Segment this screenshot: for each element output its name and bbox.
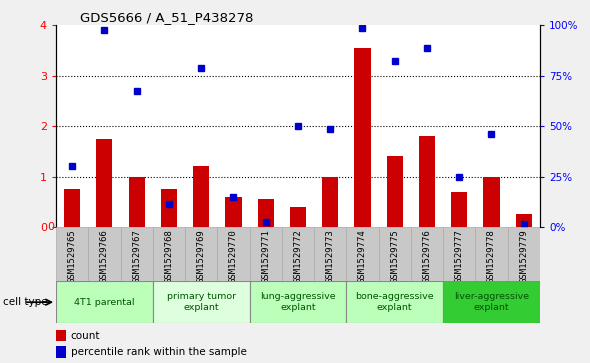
Bar (411, 227, 443, 281)
Text: GDS5666 / A_51_P438278: GDS5666 / A_51_P438278 (80, 11, 254, 24)
Bar (451, 192, 467, 227)
Bar (153, 227, 185, 281)
Bar (185, 227, 217, 281)
Bar (96, 139, 113, 227)
Bar (346, 281, 443, 323)
Bar (88, 227, 120, 281)
Text: GSM1529768: GSM1529768 (165, 230, 173, 284)
Bar (346, 227, 379, 281)
Text: GSM1529772: GSM1529772 (293, 230, 303, 284)
Bar (314, 227, 346, 281)
Text: count: count (71, 331, 100, 341)
Bar (290, 207, 306, 227)
Bar (153, 281, 250, 323)
Bar (322, 176, 338, 227)
Bar (419, 136, 435, 227)
Bar (64, 189, 80, 227)
Bar (217, 227, 250, 281)
Text: GSM1529765: GSM1529765 (68, 230, 77, 284)
Bar (250, 227, 282, 281)
Text: GSM1529770: GSM1529770 (229, 230, 238, 284)
Bar (161, 189, 177, 227)
Bar (250, 281, 346, 323)
Bar (282, 227, 314, 281)
Text: GSM1529769: GSM1529769 (196, 230, 206, 284)
Text: lung-aggressive
explant: lung-aggressive explant (260, 293, 336, 312)
Text: GSM1529773: GSM1529773 (326, 230, 335, 284)
Bar (516, 214, 532, 227)
Bar (225, 197, 241, 227)
Text: 4T1 parental: 4T1 parental (74, 298, 135, 307)
Text: GSM1529777: GSM1529777 (455, 230, 464, 284)
Bar (507, 227, 540, 281)
Text: GSM1529766: GSM1529766 (100, 230, 109, 284)
Text: GSM1529774: GSM1529774 (358, 230, 367, 284)
Bar (56, 330, 65, 341)
Text: GSM1529767: GSM1529767 (132, 230, 141, 284)
Text: liver-aggressive
explant: liver-aggressive explant (454, 293, 529, 312)
Bar (129, 176, 145, 227)
Bar (386, 156, 403, 227)
Bar (443, 227, 476, 281)
Text: GSM1529778: GSM1529778 (487, 230, 496, 284)
Text: GSM1529776: GSM1529776 (422, 230, 431, 284)
Bar (379, 227, 411, 281)
Text: bone-aggressive
explant: bone-aggressive explant (355, 293, 434, 312)
Text: primary tumor
explant: primary tumor explant (166, 293, 236, 312)
Text: GSM1529771: GSM1529771 (261, 230, 270, 284)
Bar (120, 227, 153, 281)
Bar (56, 227, 88, 281)
Bar (56, 281, 153, 323)
Text: cell type: cell type (3, 297, 48, 307)
Bar (476, 227, 507, 281)
Bar (355, 48, 371, 227)
Text: GSM1529775: GSM1529775 (390, 230, 399, 284)
Bar (193, 166, 209, 227)
Bar (483, 176, 500, 227)
Bar (258, 199, 274, 227)
Text: percentile rank within the sample: percentile rank within the sample (71, 347, 247, 357)
Text: GSM1529779: GSM1529779 (519, 230, 528, 284)
Bar (56, 346, 65, 358)
Bar (443, 281, 540, 323)
Text: 0: 0 (47, 222, 54, 232)
